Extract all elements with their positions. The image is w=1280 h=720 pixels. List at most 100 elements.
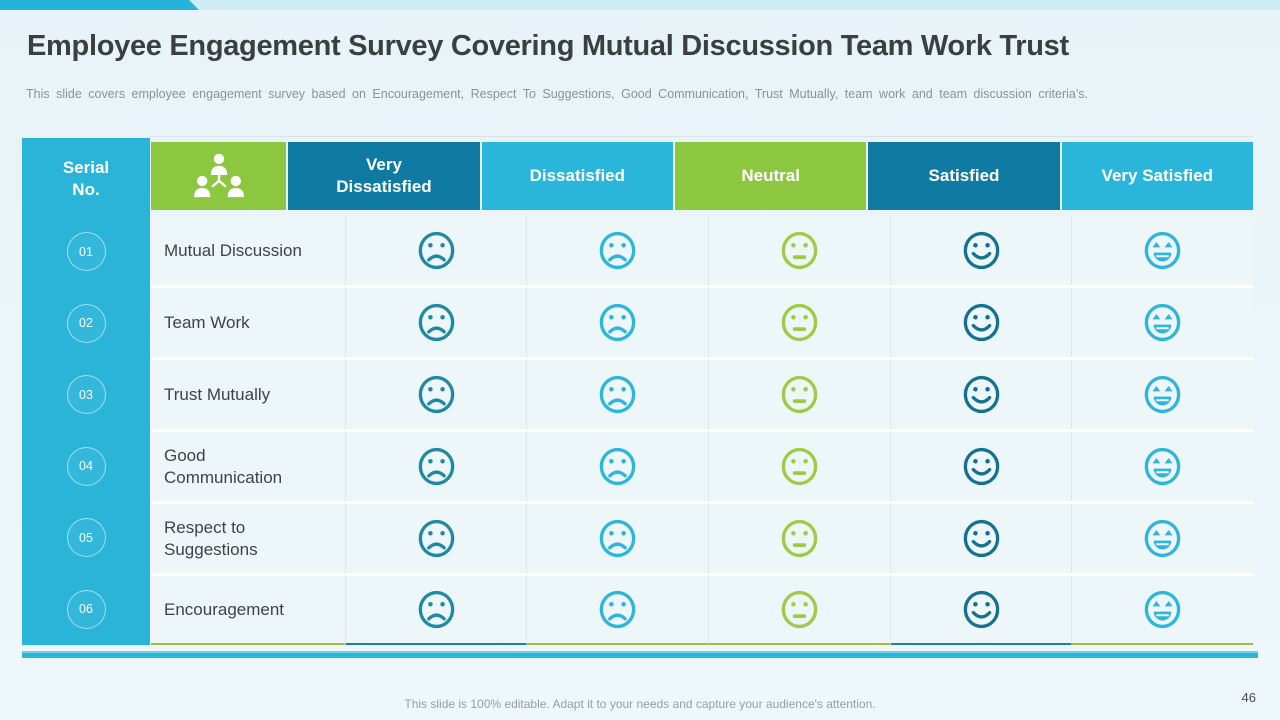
- serial-number-badge: 03: [66, 375, 106, 415]
- sad-face-cell: [527, 288, 710, 357]
- serial-slot: 06: [22, 574, 150, 646]
- serial-column-header: Serial No.: [62, 157, 110, 199]
- serial-circles: 01 02 03 04 05 06: [22, 216, 150, 645]
- smiley-face-icon: [963, 590, 999, 629]
- smiley-face-cell: [890, 360, 1073, 429]
- criteria-label: Trust Mutually: [164, 384, 271, 404]
- sad-face-icon: [599, 231, 636, 270]
- table-row: Respect to Suggestions: [151, 504, 1254, 576]
- sad-face-cell: [345, 504, 528, 573]
- sad-face-cell: [345, 432, 528, 501]
- criteria-column-header: [151, 142, 287, 210]
- smiley-face-icon: [963, 303, 999, 342]
- neutral-face-cell: [709, 576, 891, 645]
- grinning-face-cell: [1072, 216, 1254, 285]
- column-header-dissatisfied: Dissatisfied: [481, 142, 673, 210]
- criteria-label: Team Work: [164, 312, 250, 332]
- footer-note: This slide is 100% editable. Adapt it to…: [404, 697, 876, 711]
- grinning-face-icon: [1144, 303, 1181, 342]
- column-header-label: Very Satisfied: [1101, 165, 1214, 185]
- grinning-face-cell: [1072, 288, 1254, 357]
- column-header-label: Satisfied: [928, 165, 1000, 185]
- top-strip-accent: [0, 0, 199, 10]
- serial-slot: 04: [22, 431, 150, 503]
- smiley-face-cell: [890, 216, 1073, 285]
- sad-face-cell: [345, 288, 528, 357]
- sad-face-icon: [599, 590, 636, 629]
- neutral-face-cell: [709, 504, 891, 573]
- grinning-face-icon: [1144, 375, 1181, 414]
- criteria-label-cell: Mutual Discussion: [151, 216, 346, 285]
- smiley-face-icon: [963, 447, 999, 486]
- top-strip: [0, 0, 1280, 10]
- sad-face-cell: [345, 576, 528, 645]
- bottom-divider-bar: [22, 651, 1258, 658]
- serial-number-badge: 04: [66, 446, 106, 486]
- sad-face-cell: [527, 216, 710, 285]
- column-header-label: Very Dissatisfied: [336, 154, 432, 196]
- serial-slot: 05: [22, 502, 150, 574]
- page-number: 46: [1241, 690, 1256, 705]
- table-top-divider: [150, 136, 1253, 137]
- criteria-label-cell: Encouragement: [151, 576, 346, 645]
- sad-face-cell: [527, 432, 710, 501]
- grinning-face-icon: [1144, 447, 1181, 486]
- neutral-face-cell: [709, 216, 891, 285]
- grinning-face-cell: [1072, 360, 1254, 429]
- table-row: Mutual Discussion: [151, 216, 1254, 288]
- table-row: Trust Mutually: [151, 360, 1254, 432]
- serial-slot: 03: [22, 359, 150, 431]
- sad-face-icon: [599, 375, 636, 414]
- serial-number-column: Serial No. 01 02 03 04 05 06: [22, 138, 150, 645]
- slide-subtitle: This slide covers employee engagement su…: [26, 87, 1088, 101]
- neutral-face-icon: [781, 590, 818, 629]
- column-header-label: Neutral: [741, 165, 800, 185]
- criteria-label-cell: Respect to Suggestions: [151, 504, 346, 573]
- table-header-row: Very Dissatisfied Dissatisfied Neutral Sati…: [151, 142, 1253, 210]
- criteria-label-cell: Good Communication: [151, 432, 346, 501]
- page-title: Employee Engagement Survey Covering Mutu…: [27, 30, 1069, 62]
- grinning-face-icon: [1144, 519, 1181, 558]
- grinning-face-icon: [1144, 231, 1181, 270]
- serial-number-badge: 01: [66, 232, 106, 272]
- smiley-face-cell: [890, 288, 1073, 357]
- grinning-face-icon: [1144, 590, 1181, 629]
- serial-number-badge: 05: [66, 518, 106, 558]
- column-header-very-satisfied: Very Satisfied: [1061, 142, 1253, 210]
- sad-face-icon: [418, 590, 454, 629]
- serial-slot: 02: [22, 288, 150, 360]
- sad-face-icon: [418, 519, 454, 558]
- column-header-very-dissatisfied: Very Dissatisfied: [288, 142, 480, 210]
- team-hierarchy-icon: [193, 153, 244, 198]
- sad-face-cell: [345, 216, 528, 285]
- criteria-label-cell: Trust Mutually: [151, 360, 346, 429]
- smiley-face-cell: [890, 432, 1073, 501]
- sad-face-icon: [599, 303, 636, 342]
- criteria-label: Respect to Suggestions: [164, 518, 258, 559]
- sad-face-cell: [345, 360, 528, 429]
- neutral-face-icon: [781, 447, 818, 486]
- table-body: Mutual Discussion Team Work Trust Mutually…: [151, 216, 1254, 645]
- smiley-face-icon: [963, 375, 999, 414]
- sad-face-icon: [418, 303, 454, 342]
- neutral-face-icon: [781, 303, 818, 342]
- serial-number-badge: 02: [66, 303, 106, 343]
- smiley-face-cell: [890, 576, 1073, 645]
- grinning-face-cell: [1072, 576, 1254, 645]
- serial-slot: 01: [22, 216, 150, 288]
- table-row: Good Communication: [151, 432, 1254, 504]
- serial-number-badge: 06: [66, 589, 106, 629]
- neutral-face-cell: [709, 360, 891, 429]
- sad-face-cell: [527, 504, 710, 573]
- neutral-face-icon: [781, 231, 818, 270]
- smiley-face-icon: [963, 231, 999, 270]
- criteria-label: Encouragement: [164, 599, 285, 619]
- sad-face-icon: [599, 519, 636, 558]
- table-row: Encouragement: [151, 576, 1254, 645]
- table-row: Team Work: [151, 288, 1254, 360]
- grinning-face-cell: [1072, 432, 1254, 501]
- grinning-face-cell: [1072, 504, 1254, 573]
- smiley-face-icon: [963, 519, 999, 558]
- neutral-face-cell: [709, 288, 891, 357]
